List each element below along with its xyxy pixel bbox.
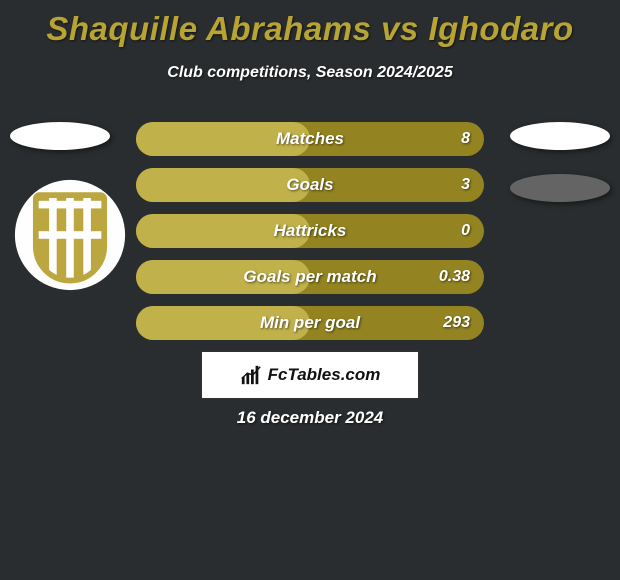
stat-row-min-per-goal: Min per goal 293 [136,306,484,340]
player2-blank-badge [510,122,610,150]
page-subtitle: Club competitions, Season 2024/2025 [0,64,620,82]
date-text: 16 december 2024 [0,408,620,428]
brand-text: FcTables.com [268,365,381,385]
brand-box[interactable]: FcTables.com [200,350,420,400]
player2-blank-badge-2 [510,174,610,202]
club-crest [13,178,127,292]
player1-blank-badge [10,122,110,150]
stat-row-matches: Matches 8 [136,122,484,156]
bar-light [136,122,310,156]
stat-bars: Matches 8 Goals 3 Hattricks 0 Goals per … [136,122,484,352]
bar-light [136,168,310,202]
infographic-root: Shaquille Abrahams vs Ighodaro Club comp… [0,0,620,580]
page-title: Shaquille Abrahams vs Ighodaro [0,0,620,48]
chart-icon [240,364,262,386]
bar-light [136,306,310,340]
bar-light [136,214,310,248]
stat-row-goals-per-match: Goals per match 0.38 [136,260,484,294]
stat-row-goals: Goals 3 [136,168,484,202]
bar-light [136,260,310,294]
club-crest-svg [13,178,127,292]
stat-row-hattricks: Hattricks 0 [136,214,484,248]
